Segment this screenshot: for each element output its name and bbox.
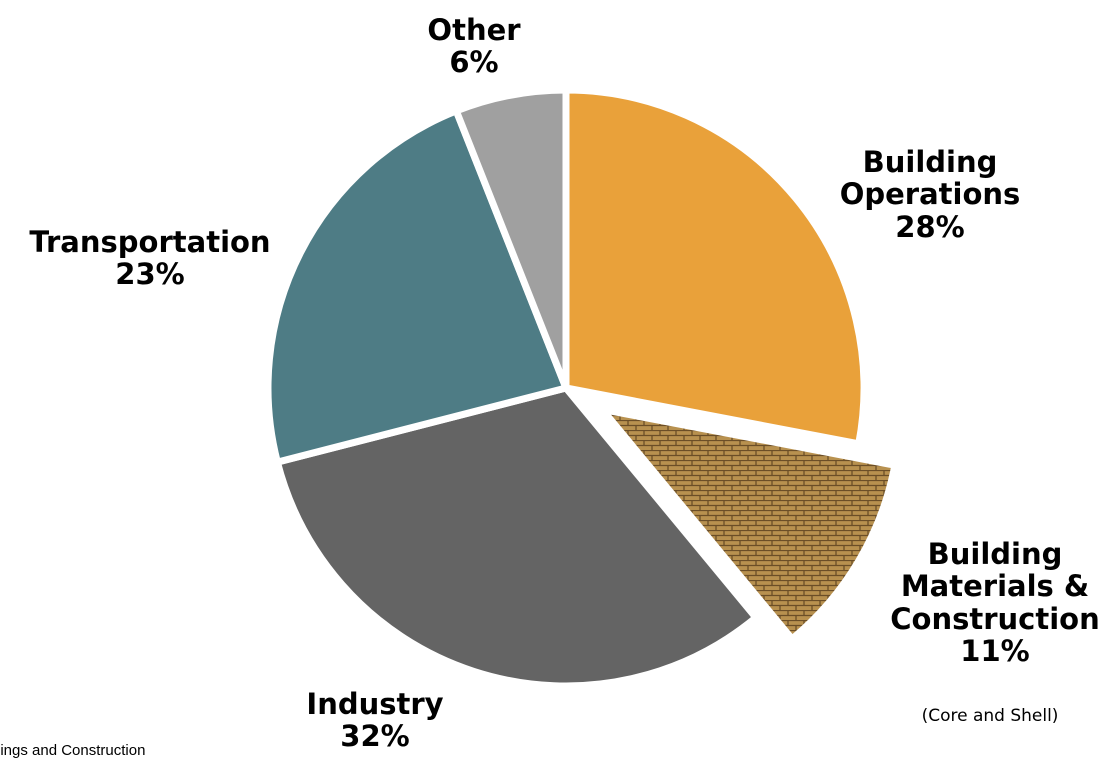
slice-label-name: Building	[862, 145, 998, 179]
slice-label-name: Other	[427, 13, 521, 47]
slice-label-name: Construction	[890, 601, 1100, 636]
pie-slice-building-operations	[562, 86, 868, 448]
slice-label-name: Building	[927, 537, 1063, 571]
slice-label-name: Industry	[306, 687, 444, 721]
slice-label-value: 32%	[340, 719, 410, 754]
pie-slice-transportation	[264, 106, 571, 467]
slice-label-value: 11%	[960, 634, 1030, 669]
slice-label-name: Operations	[839, 177, 1021, 212]
slice-label: Building Materials & Construction 11%	[890, 538, 1100, 668]
pie-slice-other	[451, 86, 570, 390]
slice-label: Other 6%	[427, 14, 520, 79]
slice-label-value: 28%	[895, 209, 965, 244]
slice-label: Industry 32%	[306, 688, 443, 753]
slice-label-value: 6%	[449, 45, 499, 80]
pie-slice-industry	[273, 384, 761, 690]
slice-label-value: 23%	[115, 257, 185, 292]
slice-note: (Core and Shell)	[921, 706, 1059, 726]
slice-label-name: Transportation	[29, 225, 271, 259]
source-note: dings and Construction	[0, 742, 146, 759]
pie-slice-building-materials-construction	[593, 404, 899, 644]
slice-label-name: Materials &	[900, 569, 1090, 604]
slice-label: Transportation 23%	[29, 226, 270, 291]
slice-label: Building Operations 28%	[839, 145, 1021, 244]
